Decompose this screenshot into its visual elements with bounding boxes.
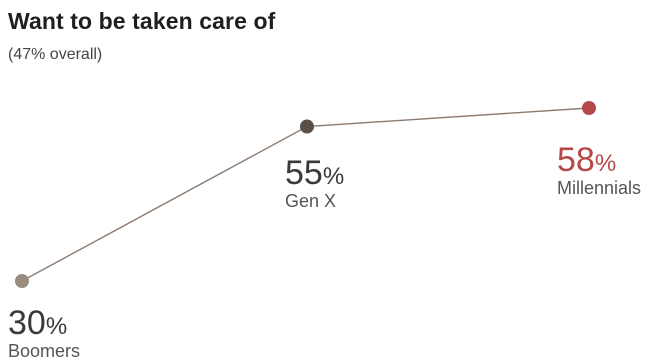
data-point-millennials <box>582 101 596 115</box>
genx-label: 55% Gen X <box>285 156 344 210</box>
boomers-value-unit: % <box>45 313 68 340</box>
millennials-label: 58% Millennials <box>557 143 641 197</box>
genx-value-number: 55 <box>285 154 323 192</box>
boomers-value-number: 30 <box>8 304 46 342</box>
genx-category: Gen X <box>285 191 337 211</box>
millennials-category: Millennials <box>557 178 642 198</box>
boomers-category: Boomers <box>8 341 81 361</box>
chart-title: Want to be taken care of <box>8 8 276 34</box>
millennials-value-unit: % <box>594 150 617 177</box>
data-point-gen-x <box>300 119 314 134</box>
chart-subtitle: (47% overall) <box>8 46 103 63</box>
genx-value: 55% <box>285 156 344 190</box>
millennials-value: 58% <box>557 143 641 177</box>
boomers-value: 30% <box>8 306 80 340</box>
data-point-boomers <box>15 274 29 288</box>
millennials-value-number: 58 <box>557 141 595 179</box>
genx-value-unit: % <box>322 163 345 190</box>
boomers-label: 30% Boomers <box>8 306 80 360</box>
